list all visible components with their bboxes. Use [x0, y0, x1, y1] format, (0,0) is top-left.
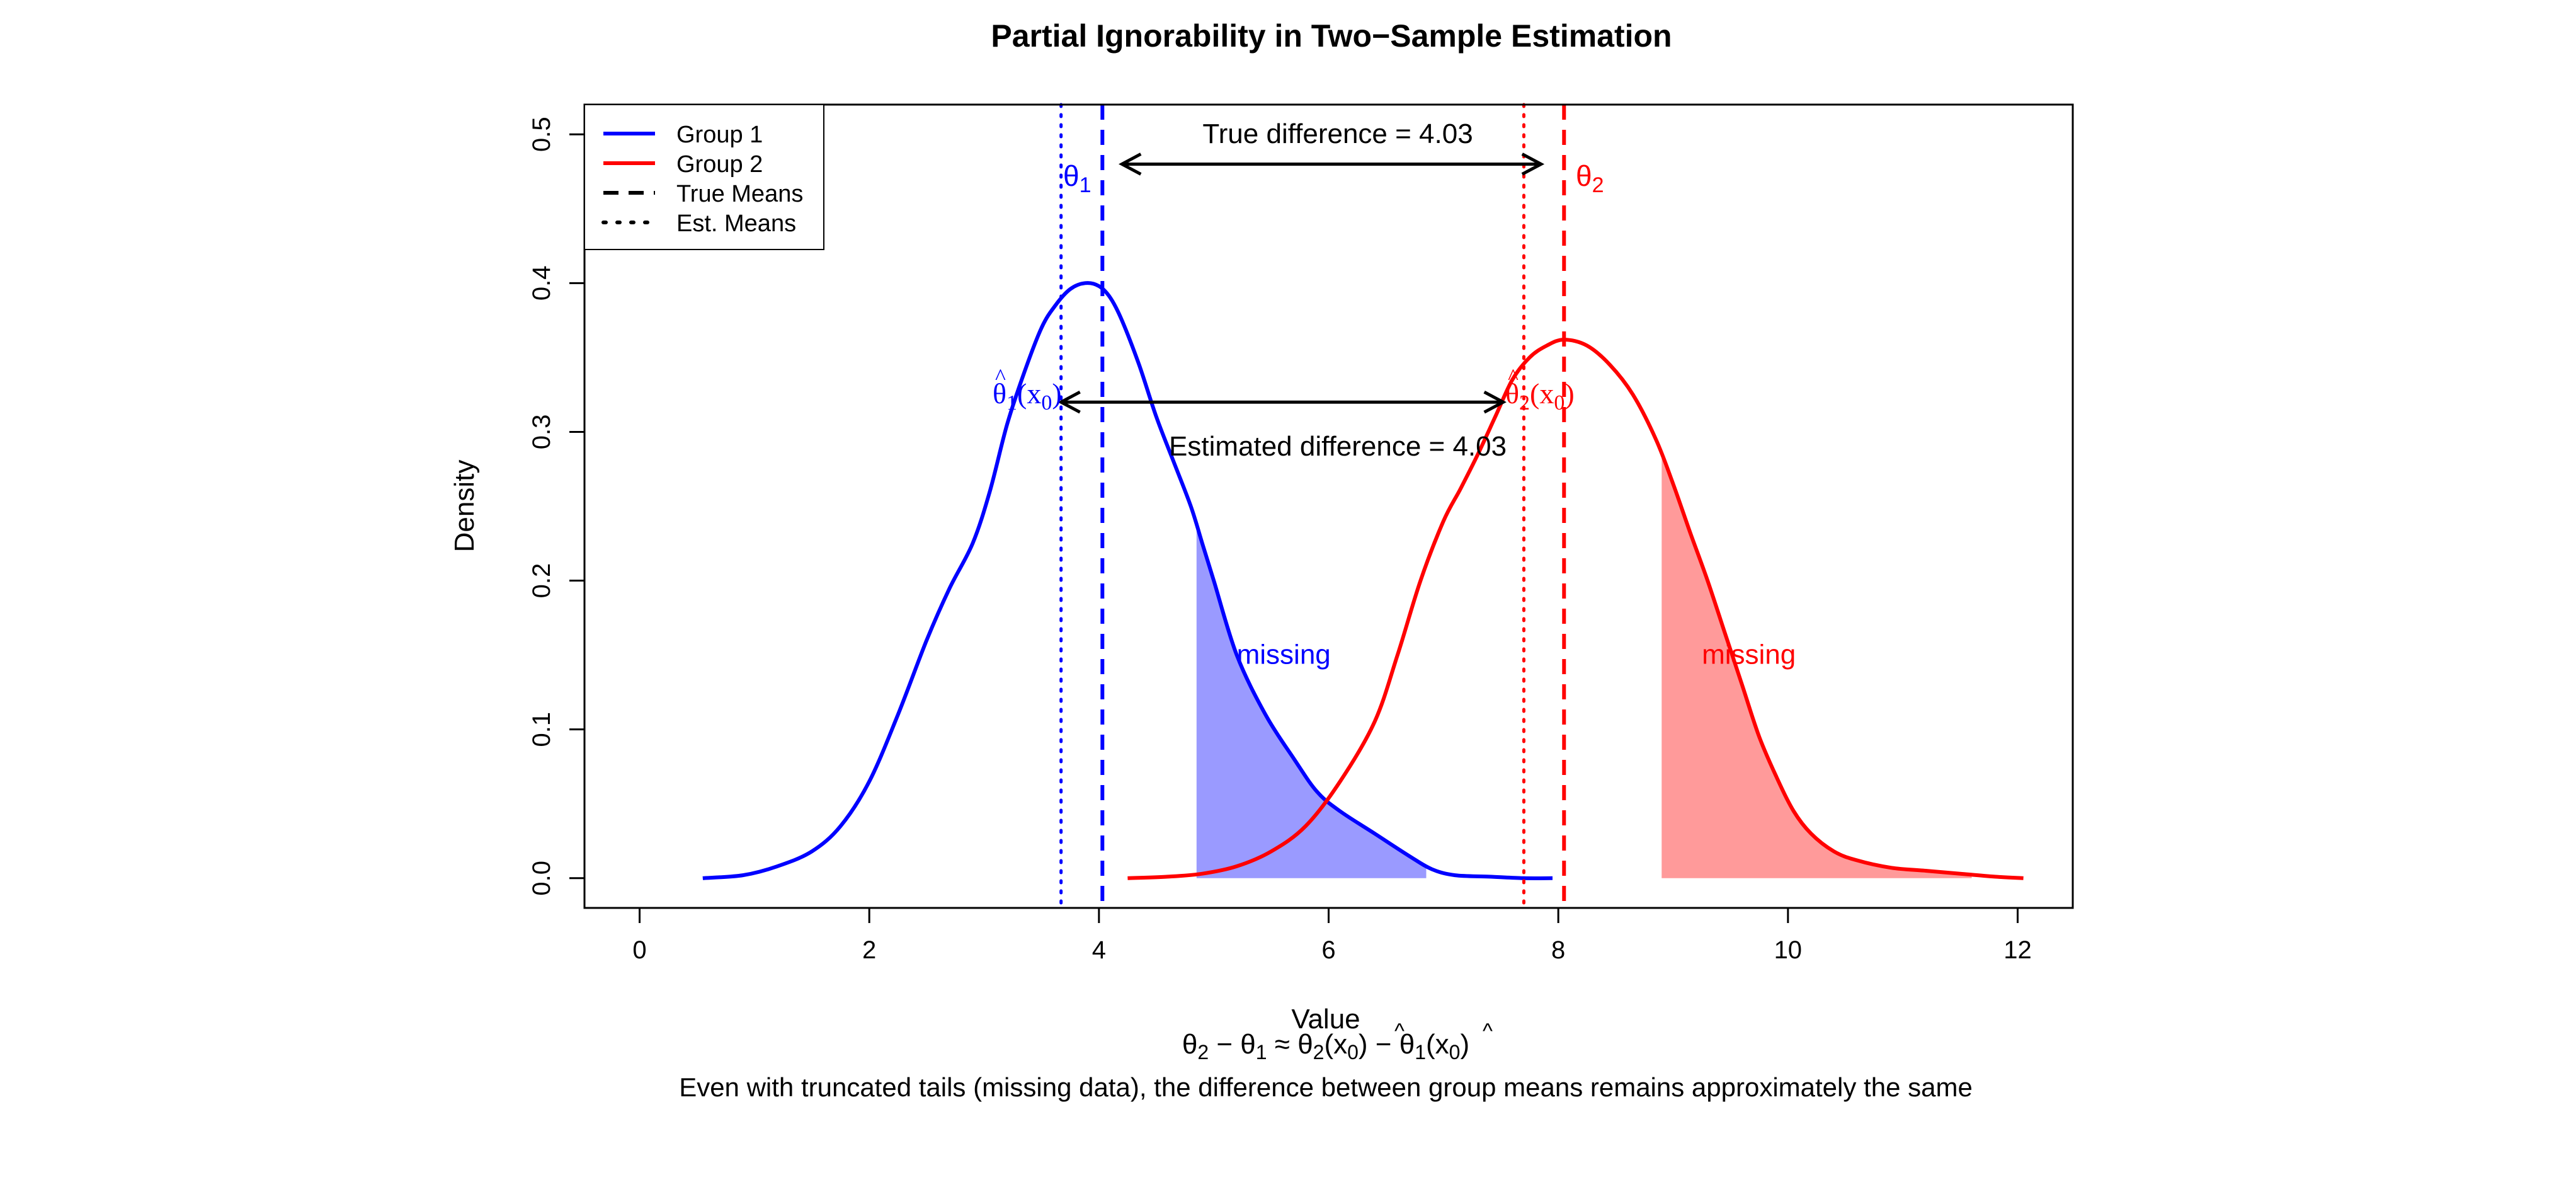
formula-theta1-sub: 1	[1256, 1041, 1267, 1064]
arrow-head-right	[1521, 152, 1545, 176]
x-tick-label: 12	[2003, 936, 2032, 964]
legend-label-group-2: Group 2	[676, 151, 763, 178]
x-tick-label: 2	[862, 936, 876, 964]
legend-label-true-means: True Means	[676, 181, 803, 207]
legend-box	[584, 104, 824, 250]
legend-label-est-means: Est. Means	[676, 210, 796, 237]
x-axis-label: Value	[1291, 1004, 1360, 1035]
formula: θ2 − θ1 ≈ θ2(x0) − θ1(x0)	[1182, 1029, 1469, 1064]
difference-label-2: Estimated difference = 4.03	[1169, 431, 1507, 462]
difference-arrow-1	[1118, 152, 1545, 176]
formula-approx: ≈	[1267, 1029, 1298, 1060]
y-tick-label: 0.5	[528, 117, 556, 152]
arrow-head-left	[1057, 391, 1081, 414]
theta2-label: θ2	[1576, 159, 1604, 197]
x-tick-label: 4	[1092, 936, 1106, 964]
formula-minus: −	[1209, 1029, 1240, 1060]
missing-region-1	[1196, 525, 1427, 878]
formula-theta2-sub: 2	[1197, 1041, 1209, 1064]
formula-theta2-hat-arg-sub: 0	[1347, 1041, 1359, 1064]
formula-theta2-hat-close: )	[1359, 1029, 1368, 1060]
y-tick-label: 0.2	[528, 563, 556, 599]
arrow-head-left	[1118, 152, 1142, 176]
formula-theta1-hat-arg-sub: 0	[1449, 1041, 1461, 1064]
theta1-hat-label: θ1(x0)	[993, 377, 1062, 415]
missing-region-2	[1661, 454, 1972, 878]
y-tick-label: 0.0	[528, 861, 556, 896]
formula-theta1-hat: θ	[1399, 1029, 1415, 1060]
formula-theta1: θ	[1240, 1029, 1255, 1060]
density-line-group-2	[1127, 338, 2024, 880]
theta1-label: θ1	[1063, 159, 1091, 197]
formula-hat-mark-1: ^	[1483, 1019, 1493, 1043]
chart-title: Partial Ignorability in Two−Sample Estim…	[991, 18, 1672, 54]
caption: Even with truncated tails (missing data)…	[679, 1072, 1973, 1102]
y-tick-label: 0.3	[528, 415, 556, 450]
y-tick-label: 0.1	[528, 712, 556, 747]
formula-theta2-hat-sub: 2	[1313, 1041, 1325, 1064]
missing-label-group-2: missing	[1702, 640, 1796, 670]
y-tick-label: 0.4	[528, 266, 556, 301]
x-tick-label: 6	[1321, 936, 1335, 964]
arrow-head-right	[1483, 391, 1507, 414]
theta1-hat-label-hat-mark: ^	[995, 364, 1006, 389]
theta2-hat-label: θ2(x0)	[1505, 377, 1575, 415]
formula-theta2: θ	[1182, 1029, 1197, 1060]
plot-frame	[583, 103, 2074, 909]
legend-label-group-1: Group 1	[676, 122, 763, 148]
x-tick-label: 0	[632, 936, 646, 964]
difference-arrow-2	[1057, 391, 1507, 414]
density-line-group-1	[702, 281, 1553, 880]
y-axis-label: Density	[449, 460, 480, 553]
formula-theta1-hat-arg: (x	[1426, 1029, 1449, 1060]
formula-minus-2: −	[1368, 1029, 1399, 1060]
x-tick-label: 10	[1774, 936, 1803, 964]
difference-label-1: True difference = 4.03	[1202, 118, 1473, 149]
formula-hat-mark-2: ^	[1394, 1019, 1405, 1043]
legend: Group 1 Group 2 True Means Est. Means	[584, 104, 824, 250]
formula-theta1-hat-sub: 1	[1415, 1041, 1426, 1064]
formula-theta1-hat-close: )	[1460, 1029, 1469, 1060]
formula-theta2-hat: θ	[1297, 1029, 1313, 1060]
formula-theta2-hat-arg: (x	[1324, 1029, 1347, 1060]
missing-label-group-1: missing	[1237, 640, 1331, 670]
theta2-hat-label-hat-mark: ^	[1508, 364, 1519, 389]
x-tick-label: 8	[1551, 936, 1565, 964]
